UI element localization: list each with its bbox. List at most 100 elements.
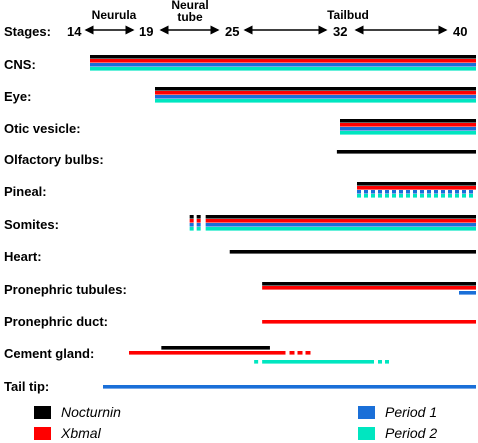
- bar-cns-period2: [90, 67, 476, 71]
- tissue-label-pineal: Pineal:: [4, 184, 47, 199]
- tissue-label-pronephric-duct: Pronephric duct:: [4, 314, 109, 329]
- bar-pineal-period1-dot: [455, 190, 459, 194]
- legend-label-period1: Period 1: [385, 404, 438, 420]
- bar-pronephrictubules-nocturnin: [262, 282, 476, 286]
- bar-somites-period1-lead-dash: [189, 223, 194, 227]
- stage-14: 14: [67, 24, 82, 39]
- bar-cns-xbmal: [90, 59, 476, 63]
- legend-period2: Period 2: [358, 425, 437, 441]
- legend-swatch-period1: [358, 405, 375, 419]
- bar-pronephricduct-xbmal: [262, 320, 476, 324]
- bar-eye-nocturnin: [155, 87, 476, 91]
- bar-pineal-period2-dot: [357, 194, 361, 198]
- bar-somites-period1-lead-dash: [196, 223, 201, 227]
- bar-pineal-period2-dot: [427, 194, 431, 198]
- phase-neural-tube: Neural tube: [171, 0, 209, 24]
- stage-40: 40: [453, 24, 468, 39]
- bar-cementgland-period2-trail-dash: [378, 360, 382, 364]
- tissue-label-heart: Heart:: [4, 249, 42, 264]
- bar-oticvesicle-period2: [340, 131, 476, 135]
- bar-pineal-period1-dot: [448, 190, 452, 194]
- bar-somites-nocturnin: [205, 215, 476, 219]
- bar-pineal-period2-dot: [462, 194, 466, 198]
- bar-pineal-period2-dot: [448, 194, 452, 198]
- bar-pineal-period2-dot: [434, 194, 438, 198]
- bar-cementgland-period2: [262, 360, 374, 364]
- bar-pineal-period2-dot: [399, 194, 403, 198]
- bar-cementgland-xbmal: [129, 351, 286, 355]
- bar-pineal-period1-dot: [420, 190, 424, 194]
- tissue-label-olfactory-bulbs: Olfactory bulbs:: [4, 152, 104, 167]
- bar-pineal-period1-dot: [462, 190, 466, 194]
- legend-swatch-period2: [358, 426, 375, 440]
- legend-label-nocturnin: Nocturnin: [61, 404, 121, 420]
- bar-pineal-period1-dot: [427, 190, 431, 194]
- bar-cementgland-nocturnin: [161, 346, 270, 350]
- bar-cementgland-xbmal-trail-dash: [297, 351, 303, 355]
- bar-eye-xbmal: [155, 91, 476, 95]
- bar-cns-nocturnin: [90, 55, 476, 59]
- bar-pineal-period2-dot: [371, 194, 375, 198]
- bar-somites-xbmal-lead-dash: [196, 219, 201, 223]
- bar-pineal-period1-dot: [364, 190, 368, 194]
- legend-swatch-xbmal: [34, 426, 51, 440]
- phase-neurula: Neurula: [91, 8, 137, 22]
- tissue-label-otic-vesicle: Otic vesicle:: [4, 121, 81, 136]
- tissue-label-pronephric-tubules: Pronephric tubules:: [4, 282, 127, 297]
- bar-pineal-period1-dot: [399, 190, 403, 194]
- bar-pineal-period2-dot: [413, 194, 417, 198]
- bar-pineal-xbmal: [357, 186, 476, 190]
- bar-pineal-period2-dot: [420, 194, 424, 198]
- bar-cementgland-period2-trail-dash: [385, 360, 389, 364]
- bar-cementgland-xbmal-trail-dash: [289, 351, 295, 355]
- legend-nocturnin: Nocturnin: [34, 404, 121, 420]
- tissue-label-eye: Eye:: [4, 89, 32, 104]
- bar-pineal-period1-dot: [469, 190, 473, 194]
- bar-eye-period2: [155, 99, 476, 103]
- legend-swatch-nocturnin: [34, 405, 51, 419]
- bar-oticvesicle-xbmal: [340, 123, 476, 127]
- bar-somites-xbmal: [205, 219, 476, 223]
- bar-oticvesicle-period1: [340, 127, 476, 131]
- phase-tailbud: Tailbud: [327, 8, 369, 22]
- bar-pineal-period1-dot: [385, 190, 389, 194]
- legend-xbmal: Xbmal: [34, 425, 101, 441]
- bar-somites-period2-lead-dash: [196, 227, 201, 231]
- bar-pineal-period2-dot: [441, 194, 445, 198]
- bar-cns-period1: [90, 63, 476, 67]
- bar-pineal-period1-dot: [406, 190, 410, 194]
- stage-19: 19: [139, 24, 154, 39]
- bar-pineal-period1-dot: [378, 190, 382, 194]
- bar-oticvesicle-nocturnin: [340, 119, 476, 123]
- bar-pineal-period2-dot: [364, 194, 368, 198]
- bar-pronephrictubules-period1: [459, 291, 476, 295]
- legend-label-period2: Period 2: [385, 425, 438, 441]
- tissue-label-somites: Somites:: [4, 217, 59, 232]
- stages-label: Stages:: [4, 24, 51, 39]
- bar-pineal-period2-dot: [406, 194, 410, 198]
- bar-somites-nocturnin-lead-dash: [189, 215, 194, 219]
- legend-label-xbmal: Xbmal: [61, 425, 101, 441]
- bar-olfactorybulbs-nocturnin: [336, 150, 476, 154]
- bar-pineal-period1-dot: [392, 190, 396, 194]
- bar-pineal-period1-dot: [434, 190, 438, 194]
- bar-pineal-period2-dot: [469, 194, 473, 198]
- tissue-label-cns: CNS:: [4, 57, 36, 72]
- stage-32: 32: [333, 24, 348, 39]
- bar-cementgland-xbmal-trail-dash: [305, 351, 311, 355]
- bar-eye-period1: [155, 95, 476, 99]
- bar-pineal-period2-dot: [385, 194, 389, 198]
- bar-pineal-nocturnin: [357, 182, 476, 186]
- legend-period1: Period 1: [358, 404, 437, 420]
- bar-pineal-period1-dot: [357, 190, 361, 194]
- tissue-label-cement-gland: Cement gland:: [4, 346, 95, 361]
- bar-pineal-period2-dot: [378, 194, 382, 198]
- bar-heart-nocturnin: [229, 250, 476, 254]
- bar-somites-xbmal-lead-dash: [189, 219, 194, 223]
- bar-somites-period2: [205, 227, 476, 231]
- bar-tailtip-period1: [103, 385, 476, 389]
- stage-25: 25: [225, 24, 240, 39]
